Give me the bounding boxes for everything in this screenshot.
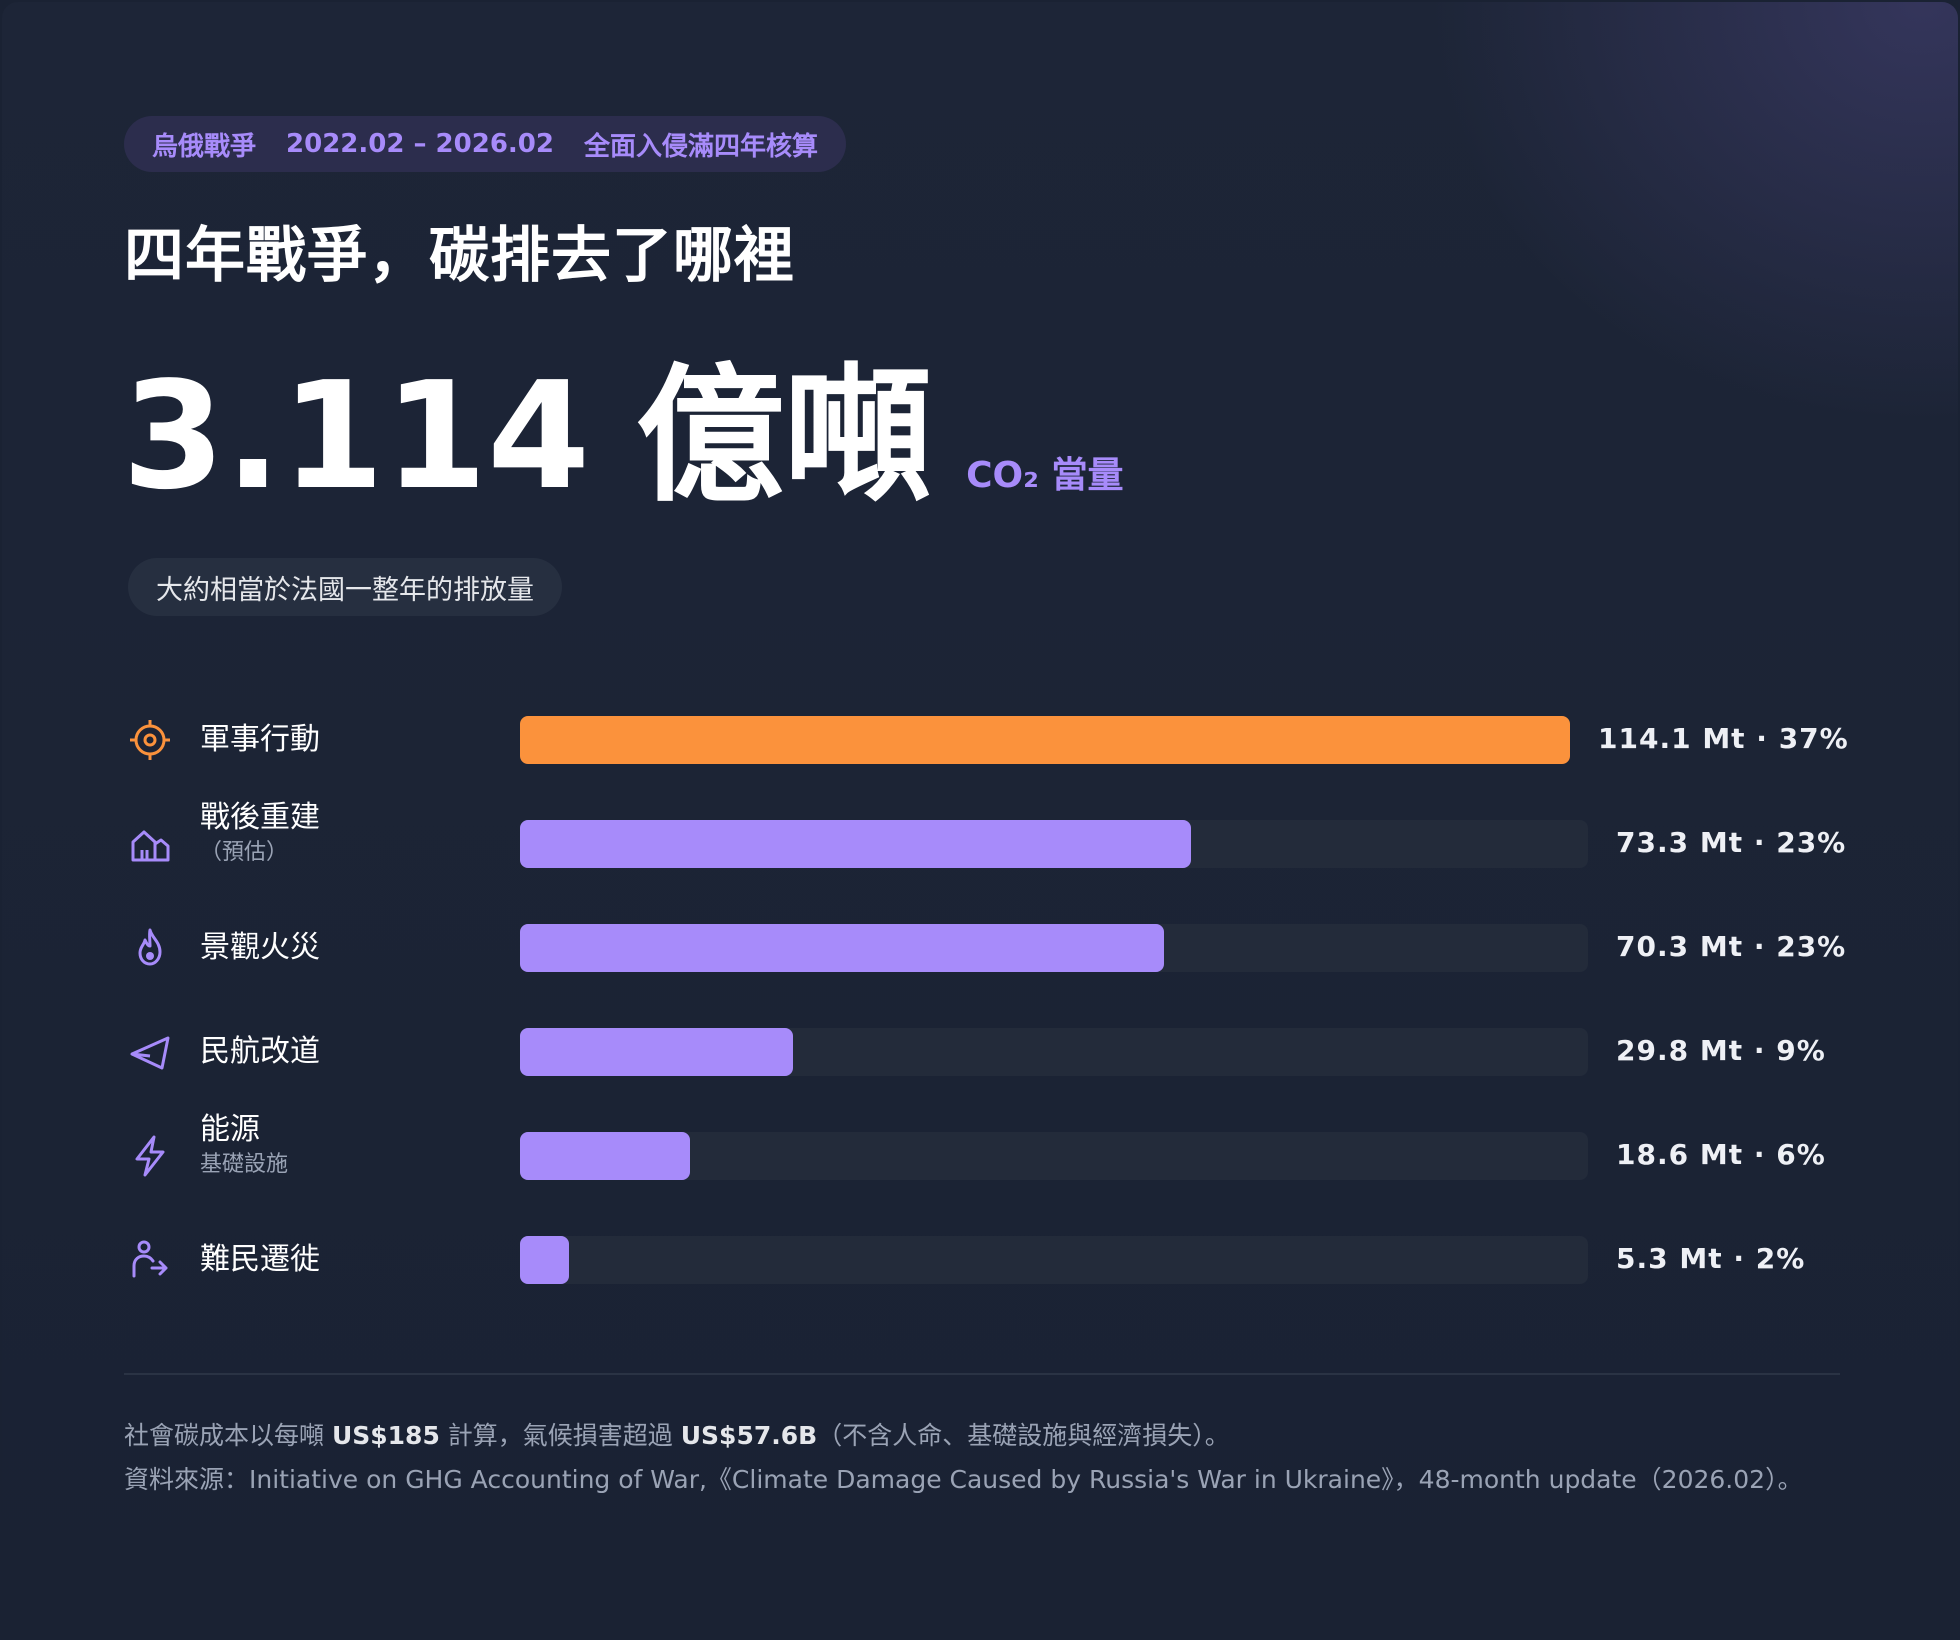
- bar-row: 難民遷徙 5.3 Mt · 2%: [2, 1210, 1958, 1310]
- footnote-text: 社會碳成本以每噸: [124, 1421, 332, 1450]
- bar-track: [520, 1236, 1588, 1284]
- bar-row: 戰後重建 （預估） 73.3 Mt · 23%: [2, 794, 1958, 894]
- category-label: 難民遷徙: [200, 1240, 320, 1280]
- category-name: 景觀火災: [200, 930, 320, 965]
- bar-fill: [520, 716, 1570, 764]
- category-name: 能源: [200, 1112, 260, 1147]
- bar-fill: [520, 820, 1191, 868]
- footnote-cost: 社會碳成本以每噸 US$185 計算，氣候損害超過 US$57.6B（不含人命、…: [124, 1414, 1840, 1458]
- footnote-text: 計算，氣候損害超過: [439, 1421, 681, 1450]
- headline-number: 3.114: [122, 350, 591, 522]
- footnote-carbon-price: US$185: [331, 1421, 440, 1450]
- divider: [124, 1373, 1840, 1375]
- headline-total: 3.114 億噸 CO₂ 當量: [122, 362, 1123, 510]
- bar-fill: [520, 1028, 793, 1076]
- bar-value-label: 18.6 Mt · 6%: [1616, 1138, 1826, 1171]
- pill-topic: 烏俄戰爭: [152, 131, 257, 162]
- bar-fill: [520, 1236, 569, 1284]
- category-label: 軍事行動: [200, 720, 320, 760]
- paper-plane-icon: [128, 1030, 172, 1074]
- lightning-icon: [128, 1134, 172, 1178]
- category-sublabel: （預估）: [200, 840, 289, 865]
- bar-value-label: 5.3 Mt · 2%: [1616, 1242, 1806, 1275]
- bar-fill: [520, 1132, 690, 1180]
- bar-track: [520, 716, 1570, 764]
- bar-row: 景觀火災 70.3 Mt · 23%: [2, 898, 1958, 998]
- category-label: 景觀火災: [200, 928, 320, 968]
- context-pill: 烏俄戰爭 2022.02 – 2026.02 全面入侵滿四年核算: [124, 116, 846, 172]
- flame-icon: [128, 926, 172, 970]
- category-sublabel: 基礎設施: [200, 1152, 289, 1177]
- house-icon: [128, 822, 172, 866]
- bar-row: 能源基礎設施 18.6 Mt · 6%: [2, 1106, 1958, 1206]
- bar-value-label: 73.3 Mt · 23%: [1616, 826, 1847, 859]
- category-label: 民航改道: [200, 1032, 320, 1072]
- bar-track: [520, 820, 1588, 868]
- category-name: 軍事行動: [200, 722, 320, 757]
- page-title: 四年戰爭，碳排去了哪裡: [124, 221, 795, 291]
- footnote: 社會碳成本以每噸 US$185 計算，氣候損害超過 US$57.6B（不含人命、…: [124, 1414, 1840, 1502]
- bar-track: [520, 1132, 1588, 1180]
- category-label: 戰後重建 （預估）: [200, 798, 320, 868]
- pill-note: 全面入侵滿四年核算: [583, 131, 818, 162]
- bar-track: [520, 1028, 1588, 1076]
- headline-unit: 億噸: [636, 350, 933, 522]
- category-name: 戰後重建: [200, 800, 320, 835]
- comparison-badge: 大約相當於法國一整年的排放量: [128, 558, 562, 616]
- footnote-damage-total: US$57.6B: [680, 1421, 818, 1450]
- bar-fill: [520, 924, 1164, 972]
- bar-track: [520, 924, 1588, 972]
- bar-value-label: 29.8 Mt · 9%: [1616, 1034, 1826, 1067]
- bar-row: 民航改道 29.8 Mt · 9%: [2, 1002, 1958, 1102]
- footnote-text: （不含人命、基礎設施與經濟損失）。: [817, 1421, 1230, 1450]
- footnote-source: 資料來源：Initiative on GHG Accounting of War…: [124, 1465, 1803, 1494]
- category-name: 民航改道: [200, 1034, 320, 1069]
- bar-value-label: 70.3 Mt · 23%: [1616, 930, 1847, 963]
- bar-row: 軍事行動 114.1 Mt · 37%: [2, 690, 1958, 790]
- category-label: 能源 基礎設施: [200, 1110, 288, 1180]
- pill-period: 2022.02 – 2026.02: [286, 129, 554, 159]
- crosshair-icon: [128, 718, 172, 762]
- bar-value-label: 114.1 Mt · 37%: [1598, 722, 1849, 755]
- category-name: 難民遷徙: [200, 1242, 320, 1277]
- headline-suffix: CO₂ 當量: [966, 455, 1124, 496]
- person-walking-icon: [128, 1238, 172, 1282]
